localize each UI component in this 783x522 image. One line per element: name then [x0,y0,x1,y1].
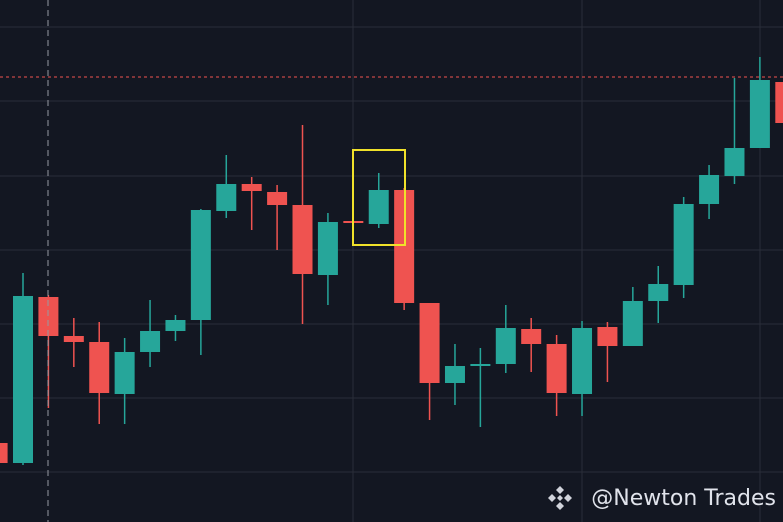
candle-body [114,352,135,394]
candle-body [749,80,770,148]
candle-body [317,222,338,275]
candle-body [38,297,59,336]
candle-body [648,284,669,301]
watermark-icon [548,486,572,510]
candle-body [267,192,288,205]
candle-body [63,336,84,342]
candle-body [724,148,745,176]
candle-body [89,342,110,393]
candle-body [597,327,618,346]
candle-body [546,344,567,393]
candle-body [165,320,186,331]
candle-body [190,210,211,320]
candle-body [495,328,516,364]
candle-body [292,205,313,274]
candle-body [470,364,491,366]
candle-body [241,184,262,191]
candles [0,57,783,465]
candle-body [572,328,593,394]
candle-body [699,175,720,204]
candle-body [521,329,542,344]
candle-body [0,443,8,463]
candle-body [419,303,440,383]
candle-body [673,204,694,285]
candle-body [216,184,237,211]
candle-body [394,190,415,303]
candle-body [622,301,643,346]
candle-body [140,331,161,352]
candle-body [368,190,389,224]
highlight-box [352,149,406,246]
candle-body [13,296,33,463]
icon [548,486,572,510]
watermark: @Newton Trades [591,486,776,511]
candle-body [775,82,783,123]
candle-body [444,366,465,383]
